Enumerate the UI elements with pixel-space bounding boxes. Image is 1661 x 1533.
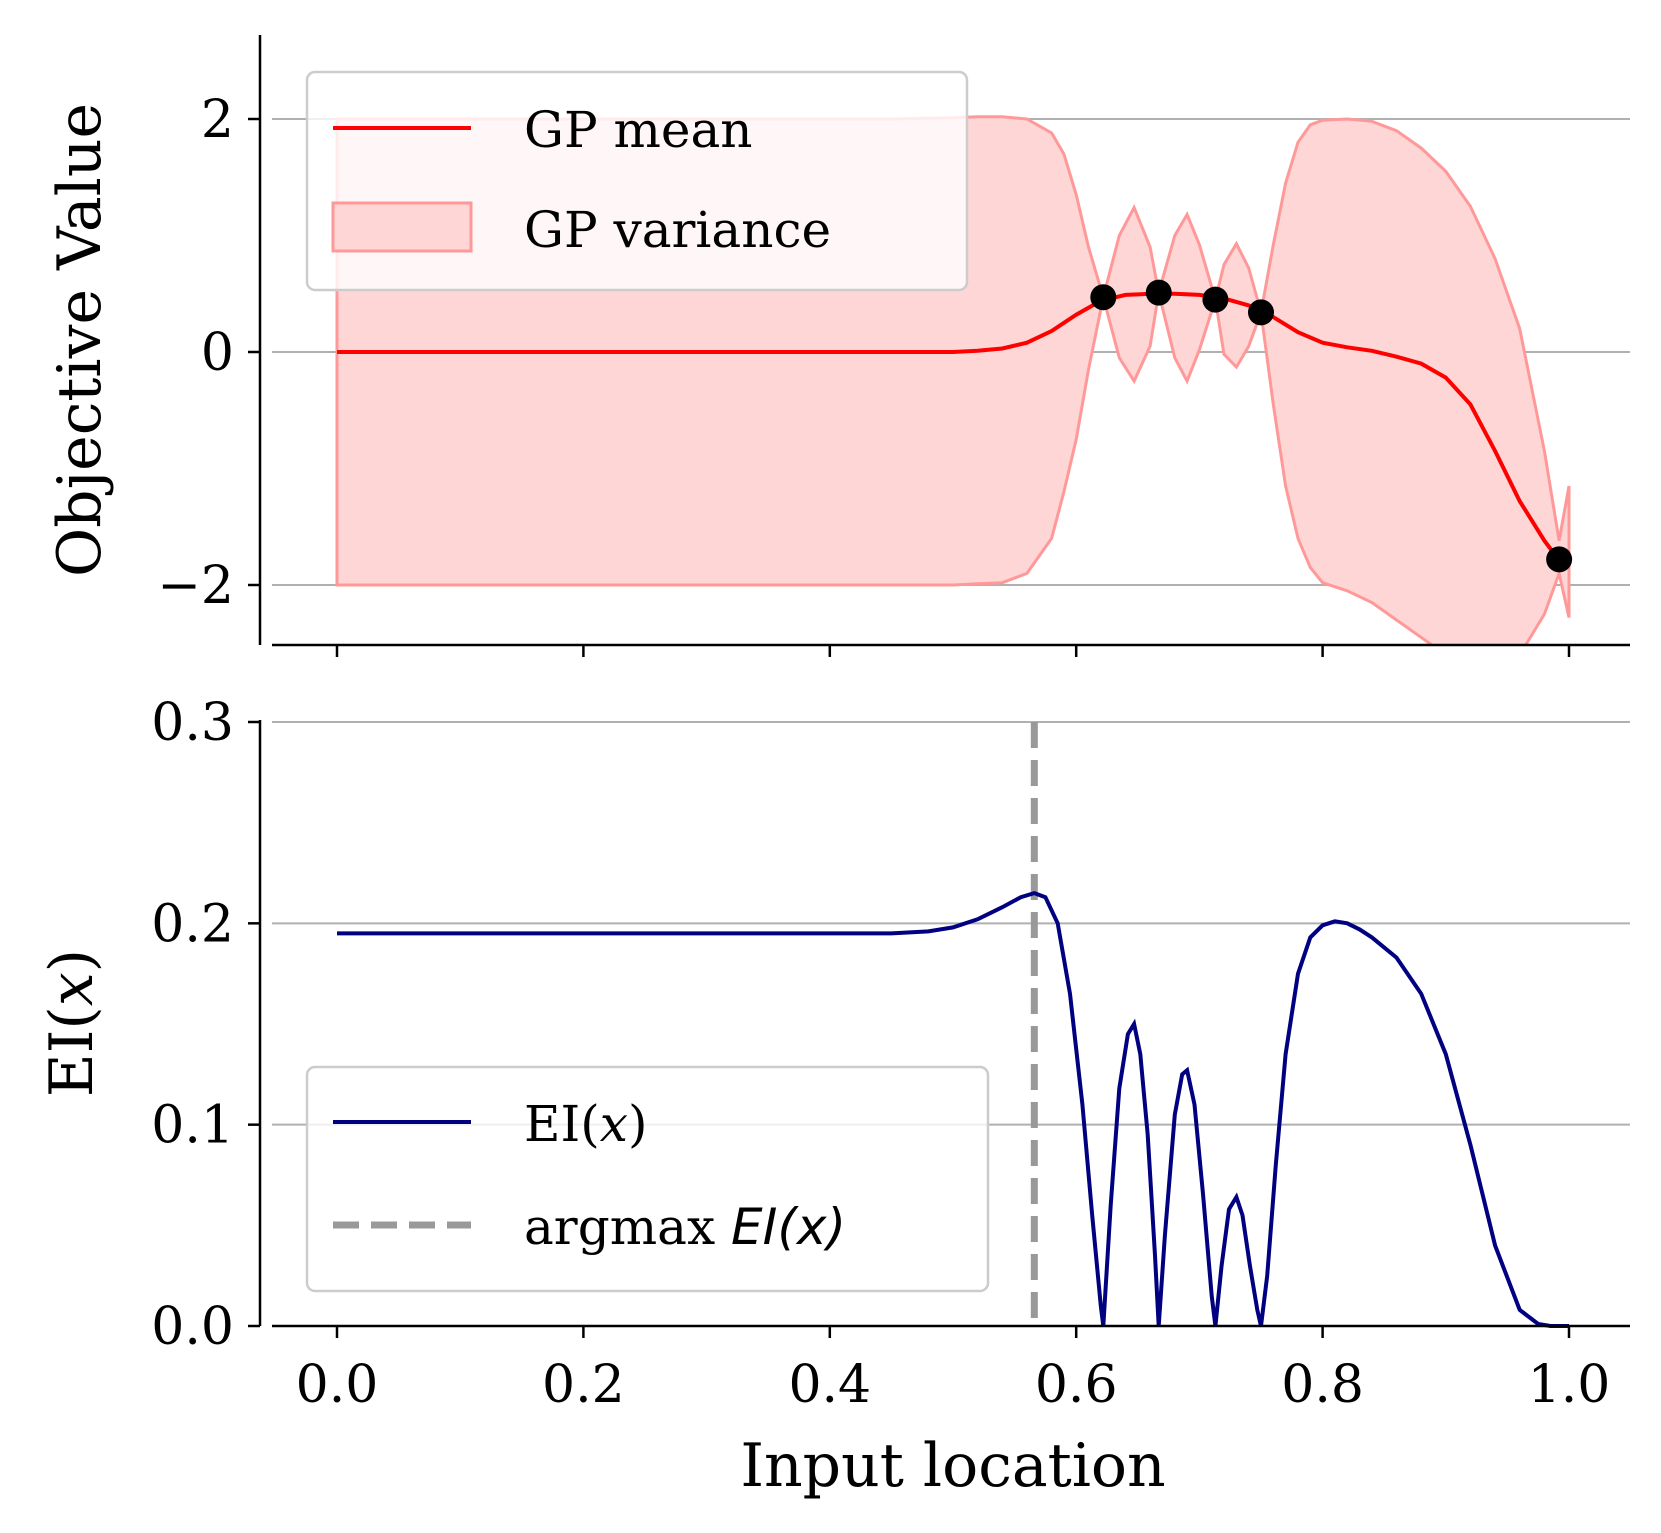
legend-label-ei: EI(x): [524, 1095, 647, 1153]
bottom-ytick-label-2: 0.2: [151, 894, 234, 954]
top-panel: −2 0 2 Objective Value GP mean GP variance: [45, 35, 1630, 657]
legend-argmax-var: EI: [731, 1198, 777, 1256]
ylabel-pre: EI(: [37, 1006, 107, 1097]
observation-points: [1090, 279, 1573, 573]
legend-ei-pre: EI(: [524, 1095, 600, 1153]
observation-point-2: [1202, 286, 1229, 313]
legend-label-gp-variance: GP variance: [524, 201, 831, 259]
top-y-ticks: −2 0 2: [157, 90, 260, 616]
ylabel-post: ): [37, 949, 107, 972]
legend-argmax-pre: argmax: [524, 1198, 731, 1256]
bottom-xtick-label-4: 0.8: [1281, 1355, 1364, 1415]
bottom-y-axis-label: EI(x): [37, 949, 107, 1097]
top-ytick-label-2: 2: [201, 90, 234, 150]
bottom-panel: 0.0 0.1 0.2 0.3 0.0 0.2 0.4 0.6 0.8 1.0 Input lo…: [37, 693, 1630, 1501]
top-ytick-label-0: −2: [157, 556, 234, 616]
observation-point-0: [1090, 284, 1117, 311]
bottom-xtick-label-1: 0.2: [542, 1355, 625, 1415]
legend-argmax-post: (x): [777, 1198, 846, 1256]
legend-ei-var: x: [600, 1095, 628, 1153]
bottom-legend-frame: [305, 1065, 990, 1293]
top-x-ticks: [335, 645, 1571, 657]
legend-ei-post: ): [628, 1095, 648, 1153]
observation-point-4: [1546, 546, 1573, 573]
bottom-xtick-label-0: 0.0: [296, 1355, 379, 1415]
bottom-y-ticks: 0.0 0.1 0.2 0.3: [151, 693, 260, 1357]
bottom-legend: EI(x) argmax EI(x): [305, 1065, 990, 1293]
observation-point-3: [1248, 299, 1274, 326]
bottom-x-ticks: 0.0 0.2 0.4 0.6 0.8 1.0: [296, 1326, 1611, 1415]
bottom-x-axis-label: Input location: [740, 1431, 1165, 1501]
legend-swatch-gp-variance: [331, 201, 473, 253]
bottom-ytick-label-0: 0.0: [151, 1297, 234, 1357]
bottom-xtick-label-3: 0.6: [1035, 1355, 1118, 1415]
ylabel-var: x: [37, 972, 107, 1006]
observation-point-1: [1145, 279, 1172, 306]
bottom-gridlines: [272, 721, 1630, 1126]
bottom-ytick-label-3: 0.3: [151, 693, 234, 753]
legend-label-argmax: argmax EI(x): [524, 1198, 846, 1256]
bottom-xtick-label-2: 0.4: [788, 1355, 871, 1415]
top-ytick-label-1: 0: [201, 323, 234, 383]
bottom-xtick-label-5: 1.0: [1528, 1355, 1611, 1415]
bottom-ytick-label-1: 0.1: [151, 1096, 234, 1156]
legend-label-gp-mean: GP mean: [524, 101, 753, 159]
top-y-axis-label: Objective Value: [45, 103, 115, 577]
top-legend: GP mean GP variance: [305, 70, 969, 292]
ei-curve: [337, 890, 1569, 1328]
